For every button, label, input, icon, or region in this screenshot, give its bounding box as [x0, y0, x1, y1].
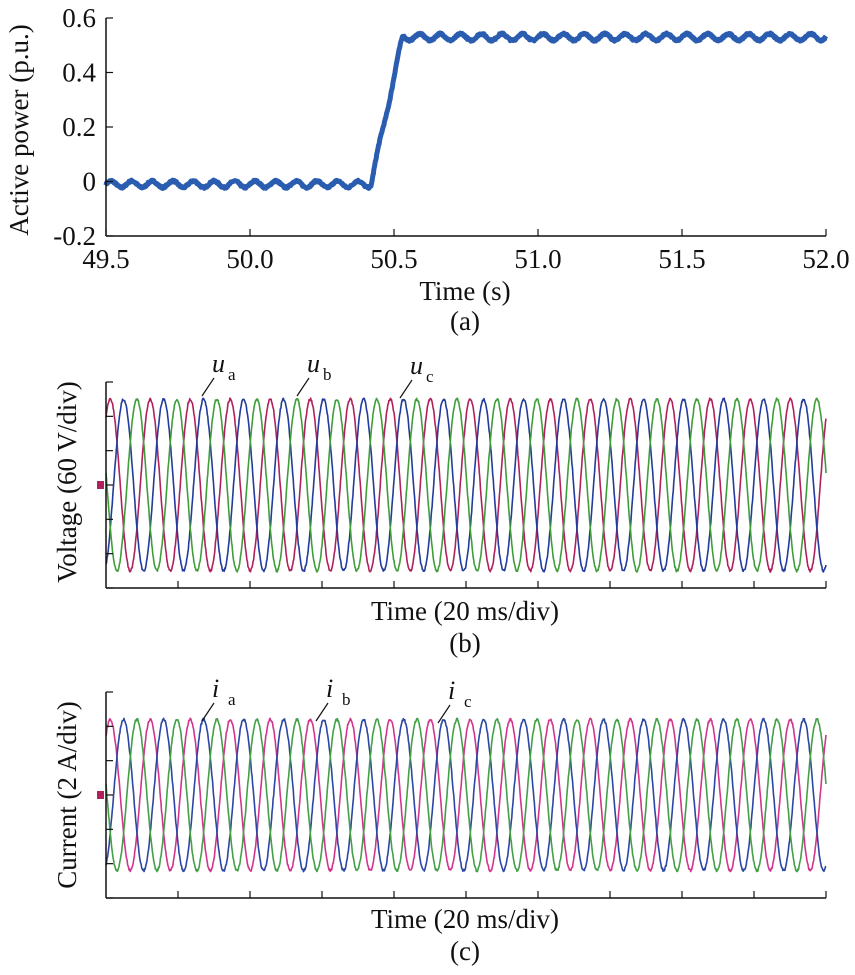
series-leader-line: [296, 377, 310, 397]
active-power-series-line: [103, 30, 829, 191]
series-leader-line: [399, 379, 413, 399]
caption-a: (a): [450, 306, 480, 336]
voltage-y-axis-label: Voltage (60 V/div): [52, 381, 82, 583]
y-tick-label: 0: [83, 167, 97, 197]
current-series-c: [105, 717, 827, 873]
voltage-plot-area: [105, 397, 827, 573]
series-subscript: b: [323, 365, 332, 384]
series-leader-line: [201, 377, 215, 397]
x-tick-label: 51.0: [514, 244, 561, 274]
series-subscript: a: [228, 365, 236, 384]
current-y-axis-label: Current (2 A/div): [52, 701, 82, 888]
series-subscript: a: [228, 690, 236, 709]
series-symbol: u: [307, 349, 320, 378]
voltage-x-axis-label: Time (20 ms/div): [371, 596, 559, 626]
active-power-ticks: 0.6 0.4 0.2 0 -0.249.5 50.0 50.5 51.0 51.5 52.0: [53, 3, 849, 274]
series-leader-line: [437, 704, 451, 724]
caption-b: (b): [449, 628, 480, 658]
current-axes: [97, 691, 827, 899]
active-power-y-axis-label: Active power (p.u.): [4, 24, 34, 235]
current-x-axis-label: Time (20 ms/div): [371, 904, 559, 934]
active-power-chart: 0.6 0.4 0.2 0 -0.249.5 50.0 50.5 51.0 51.5 52.0 A…: [4, 3, 850, 336]
current-ground-marker: [97, 791, 104, 799]
series-subscript: b: [342, 690, 351, 709]
active-power-axes: [105, 18, 826, 237]
y-tick-label: 0.2: [62, 112, 96, 142]
series-subscript: c: [426, 367, 434, 386]
x-tick-label: 49.5: [82, 244, 129, 274]
y-tick-label: 0.4: [62, 58, 96, 88]
series-subscript: c: [464, 692, 472, 711]
current-series-a: [105, 717, 827, 873]
voltage-ground-marker: [97, 481, 104, 489]
voltage-series-a: [105, 397, 827, 573]
voltage-series-b: [105, 397, 827, 573]
x-tick-label: 50.5: [370, 244, 417, 274]
voltage-series-c: [105, 397, 827, 573]
active-power-plot-area: [103, 30, 829, 191]
voltage-axes: [97, 381, 827, 589]
series-symbol: u: [410, 351, 423, 380]
caption-c: (c): [450, 936, 480, 966]
x-tick-label: 52.0: [802, 244, 849, 274]
series-symbol: u: [212, 349, 225, 378]
series-symbol: i: [212, 674, 219, 703]
x-tick-label: 51.5: [658, 244, 705, 274]
series-leader-line: [201, 702, 215, 722]
series-leader-line: [315, 702, 329, 722]
current-plot-area: [105, 717, 827, 873]
current-series-b: [105, 717, 827, 873]
x-tick-label: 50.0: [226, 244, 273, 274]
y-tick-label: -0.2: [53, 221, 96, 251]
series-symbol: i: [326, 674, 333, 703]
active-power-x-axis-label: Time (s): [419, 276, 510, 306]
y-tick-label: 0.6: [62, 3, 96, 33]
series-symbol: i: [448, 676, 455, 705]
